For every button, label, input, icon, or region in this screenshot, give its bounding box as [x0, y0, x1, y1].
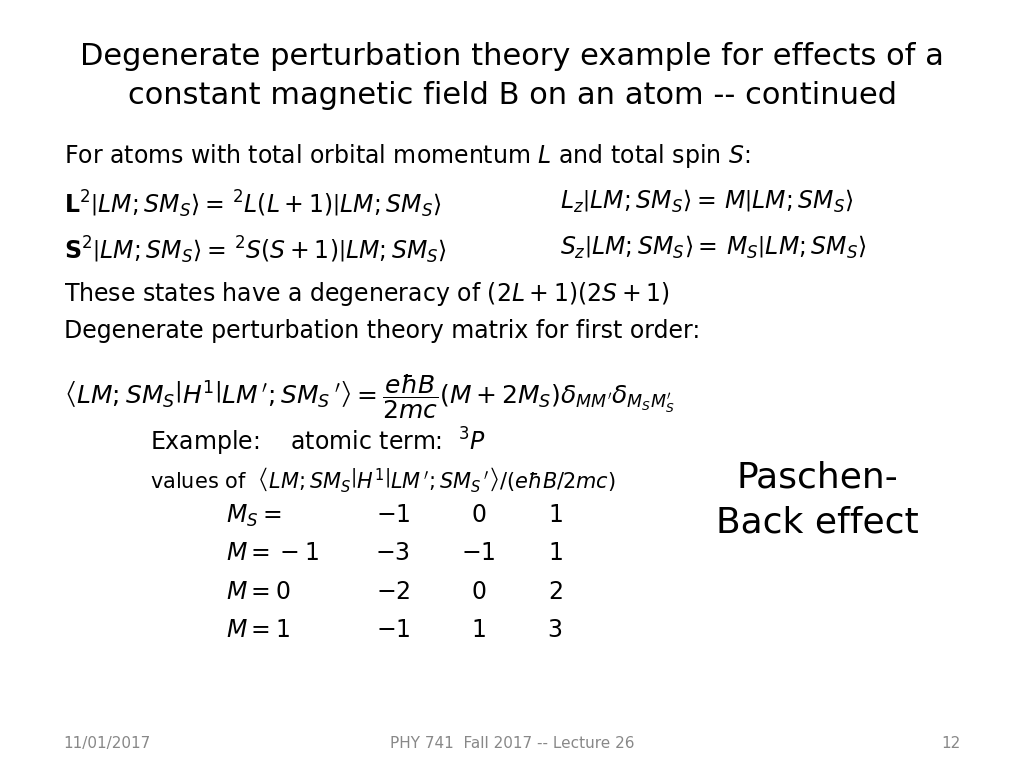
Text: Degenerate perturbation theory matrix for first order:: Degenerate perturbation theory matrix fo… [63, 319, 700, 343]
Text: values of  $\left\langle LM;SM_S\left|H^1\right|LM\,{}';SM_S\,{}'\right\rangle/(: values of $\left\langle LM;SM_S\left|H^1… [150, 465, 615, 494]
Text: $1$: $1$ [548, 503, 562, 527]
Text: Degenerate perturbation theory example for effects of a: Degenerate perturbation theory example f… [80, 42, 944, 71]
Text: $M=1$: $M=1$ [226, 618, 290, 642]
Text: $\mathbf{S}^2\left|LM;SM_S\right\rangle=\,{}^2S(S+1)\left|LM;SM_S\right\rangle$: $\mathbf{S}^2\left|LM;SM_S\right\rangle=… [63, 234, 446, 266]
Text: $-1$: $-1$ [462, 541, 496, 565]
Text: $0$: $0$ [471, 580, 486, 604]
Text: $M=-1$: $M=-1$ [226, 541, 319, 565]
Text: $3$: $3$ [548, 618, 562, 642]
Text: $1$: $1$ [548, 541, 562, 565]
Text: $\left\langle LM;SM_S\left|H^1\right|LM\,{}';SM_S\,{}'\right\rangle=\dfrac{e\hba: $\left\langle LM;SM_S\left|H^1\right|LM\… [63, 372, 675, 422]
Text: $-3$: $-3$ [376, 541, 411, 565]
Text: These states have a degeneracy of $(2L+1)(2S+1)$: These states have a degeneracy of $(2L+1… [63, 280, 670, 308]
Text: constant magnetic field B on an atom -- continued: constant magnetic field B on an atom -- … [128, 81, 896, 110]
Text: $2$: $2$ [548, 580, 562, 604]
Text: $M=0$: $M=0$ [226, 580, 291, 604]
Text: $0$: $0$ [471, 503, 486, 527]
Text: $-2$: $-2$ [376, 580, 410, 604]
Text: $L_z\left|LM;SM_S\right\rangle=\,M\left|LM;SM_S\right\rangle$: $L_z\left|LM;SM_S\right\rangle=\,M\left|… [560, 188, 853, 215]
Text: Paschen-
Back effect: Paschen- Back effect [716, 461, 919, 540]
Text: $1$: $1$ [471, 618, 486, 642]
Text: 12: 12 [941, 736, 961, 751]
Text: $-1$: $-1$ [376, 503, 410, 527]
Text: For atoms with total orbital momentum $L$ and total spin $S$:: For atoms with total orbital momentum $L… [63, 142, 751, 170]
Text: $\mathbf{L}^2\left|LM;SM_S\right\rangle=\,{}^2L(L+1)\left|LM;SM_S\right\rangle$: $\mathbf{L}^2\left|LM;SM_S\right\rangle=… [63, 188, 441, 220]
Text: $M_S =$: $M_S =$ [226, 503, 282, 529]
Text: $S_z\left|LM;SM_S\right\rangle=\,M_S\left|LM;SM_S\right\rangle$: $S_z\left|LM;SM_S\right\rangle=\,M_S\lef… [560, 234, 866, 261]
Text: $-1$: $-1$ [376, 618, 410, 642]
Text: Example:    atomic term:  ${}^3P$: Example: atomic term: ${}^3P$ [150, 426, 485, 458]
Text: PHY 741  Fall 2017 -- Lecture 26: PHY 741 Fall 2017 -- Lecture 26 [390, 736, 634, 751]
Text: 11/01/2017: 11/01/2017 [63, 736, 151, 751]
